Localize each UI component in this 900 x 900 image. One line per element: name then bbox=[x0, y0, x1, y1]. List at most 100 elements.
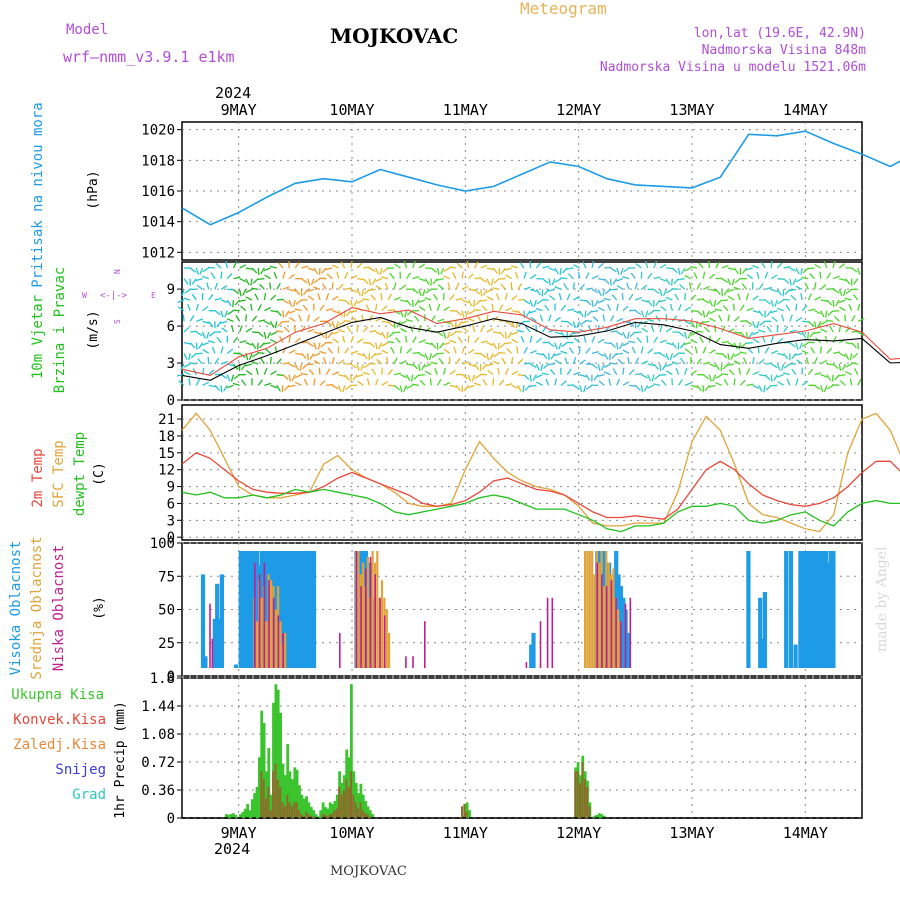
wind-arrow bbox=[474, 277, 482, 280]
wind-arrow bbox=[489, 353, 494, 360]
y-tick-label: 18 bbox=[158, 429, 175, 445]
wind-arrow bbox=[309, 352, 315, 360]
wind-arrow bbox=[591, 335, 596, 343]
wind-arrow bbox=[696, 298, 705, 301]
precip-bar bbox=[293, 767, 297, 818]
wind-arrow bbox=[795, 303, 798, 311]
day-label-bottom: 11MAY bbox=[443, 824, 488, 842]
precip-bar bbox=[260, 710, 264, 818]
wind-arrow bbox=[559, 267, 562, 275]
wind-arrow bbox=[801, 350, 809, 354]
wind-arrow bbox=[659, 278, 667, 282]
wind-arrow bbox=[342, 335, 346, 343]
wind-arrow bbox=[585, 347, 591, 354]
wind-arrow bbox=[572, 357, 577, 365]
precip-bar bbox=[300, 814, 303, 818]
wind-arrow bbox=[857, 318, 865, 322]
precip-bar bbox=[331, 804, 334, 818]
wind-arrow bbox=[616, 378, 621, 386]
wind-arrow bbox=[486, 278, 491, 286]
wind-arrow bbox=[832, 310, 840, 313]
wind-arrow bbox=[611, 352, 618, 359]
wind-arrow bbox=[356, 352, 364, 357]
precip-bar bbox=[352, 771, 356, 818]
wind-arrow bbox=[591, 261, 595, 269]
wind-arrow bbox=[254, 293, 259, 301]
cloud-bar bbox=[243, 551, 248, 668]
wind-arrow bbox=[467, 299, 473, 307]
wind-arrow bbox=[461, 299, 469, 304]
wind-arrow bbox=[708, 299, 714, 307]
wind-arrow bbox=[576, 321, 581, 329]
wind-arrow bbox=[558, 342, 562, 350]
wind-arrow bbox=[603, 297, 611, 301]
cloud-bar bbox=[762, 592, 767, 668]
wind-arrow bbox=[182, 314, 185, 322]
wind-arrow bbox=[411, 383, 420, 386]
wind-arrow bbox=[301, 265, 309, 269]
wind-arrow bbox=[251, 360, 259, 365]
wind-arrow bbox=[511, 310, 519, 313]
wind-arrow bbox=[804, 282, 809, 290]
precip-bar bbox=[345, 779, 348, 818]
wind-arrow bbox=[789, 342, 796, 348]
wind-arrow bbox=[807, 320, 815, 327]
wind-arrow bbox=[630, 272, 636, 280]
wind-arrow bbox=[486, 342, 494, 347]
wind-arrow bbox=[183, 278, 189, 285]
wind-arrow bbox=[208, 294, 214, 301]
wind-arrow bbox=[820, 320, 828, 326]
wind-arrow bbox=[573, 264, 580, 269]
wind-arrow bbox=[844, 353, 850, 360]
precip-bar bbox=[314, 814, 318, 818]
wind-arrow bbox=[839, 278, 847, 282]
day-label-top: 11MAY bbox=[443, 101, 488, 119]
y-tick-label: 1.8 bbox=[150, 671, 175, 687]
wind-arrow bbox=[705, 310, 711, 318]
wind-arrow bbox=[187, 303, 191, 311]
wind-arrow bbox=[702, 271, 706, 279]
wind-arrow bbox=[505, 274, 512, 280]
precip-bar bbox=[354, 802, 357, 818]
wind-arrow bbox=[525, 326, 531, 333]
wind-arrow bbox=[263, 331, 267, 340]
wind-arrow bbox=[363, 266, 371, 269]
wind-arrow bbox=[344, 374, 350, 381]
wind-arrow bbox=[848, 303, 853, 311]
wind-arrow bbox=[319, 331, 325, 338]
wind-arrow bbox=[610, 342, 617, 348]
wind-arrow bbox=[216, 336, 222, 344]
legend-snow: Snijeg bbox=[55, 762, 106, 778]
wind-arrow bbox=[823, 261, 828, 269]
wind-arrow bbox=[497, 342, 500, 350]
wind-arrow bbox=[486, 363, 494, 367]
wind-arrow bbox=[241, 363, 247, 370]
wind-arrow bbox=[723, 378, 729, 386]
pressure-ylabel: Pritisak na nivou mora bbox=[30, 102, 46, 287]
wind-arrow bbox=[424, 297, 432, 301]
wind-arrow bbox=[294, 363, 300, 371]
wind-arrow bbox=[807, 341, 815, 344]
wind-arrow bbox=[757, 346, 760, 354]
wind-arrow bbox=[647, 348, 654, 354]
wind-arrow bbox=[702, 320, 710, 324]
wind-arrow bbox=[362, 352, 368, 360]
wind-arrow bbox=[497, 367, 500, 375]
cloud-bar bbox=[311, 551, 317, 668]
cloud-bar bbox=[793, 644, 798, 668]
wind-arrow bbox=[226, 348, 234, 354]
wind-arrow bbox=[294, 288, 301, 296]
cloud-bar bbox=[784, 551, 789, 668]
wind-arrow bbox=[393, 310, 401, 315]
wind-arrow bbox=[591, 275, 599, 280]
wind-arrow bbox=[318, 267, 321, 276]
wind-arrow bbox=[709, 363, 717, 368]
precip-bar bbox=[366, 814, 369, 818]
wind-arrow bbox=[544, 304, 550, 312]
wind-arrow bbox=[325, 368, 331, 376]
wind-arrow bbox=[659, 263, 667, 269]
wind-arrow bbox=[405, 318, 413, 322]
compass-n: N bbox=[113, 269, 122, 274]
wind-arrow bbox=[669, 353, 673, 361]
